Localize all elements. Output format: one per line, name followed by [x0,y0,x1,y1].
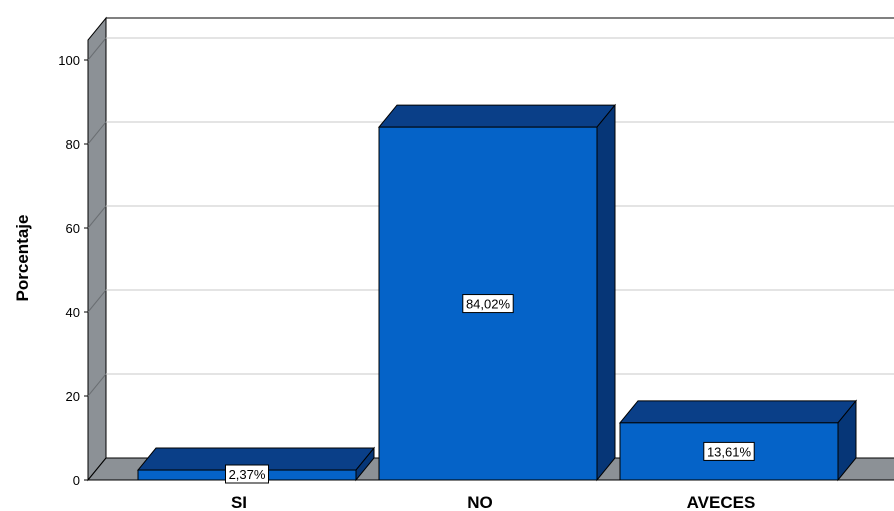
x-category-label: AVECES [687,493,756,511]
y-axis-ticks: 0 20 40 60 80 100 [58,53,88,488]
data-label-text: 84,02% [466,297,511,312]
side-gridline [87,289,107,313]
x-axis-categories: SI NO AVECES [231,493,755,511]
bar-no: 84,02% [377,103,617,482]
bar-aveces: 13,61% [618,399,858,482]
data-label: 84,02% [462,294,514,314]
y-axis-title: Porcentaje [13,215,32,302]
data-label-box [703,441,755,461]
y-tick-label: 80 [66,137,80,152]
bar-side-face [596,103,616,482]
bar-si: 2,37% [136,446,376,484]
data-label-box [462,294,514,314]
data-label-box [225,464,269,484]
data-label-text: 2,37% [229,467,266,482]
y-tick-label: 100 [58,53,80,68]
side-wall [87,16,107,482]
data-label: 13,61% [703,441,755,461]
data-label: 2,37% [225,464,269,484]
side-gridline [87,37,107,61]
data-label-text: 13,61% [707,444,752,459]
side-gridline [87,205,107,229]
bars: 2,37% 84,02% 13,61% [136,103,858,484]
y-tick-label: 20 [66,389,80,404]
bar-top-face [618,400,858,424]
bar-top-face [377,104,617,128]
y-tick-label: 0 [73,473,80,488]
x-category-label: NO [467,493,493,511]
y-tick-label: 40 [66,305,80,320]
x-category-label: SI [231,493,247,511]
side-gridline [87,373,107,397]
side-gridline [87,121,107,145]
y-tick-label: 60 [66,221,80,236]
